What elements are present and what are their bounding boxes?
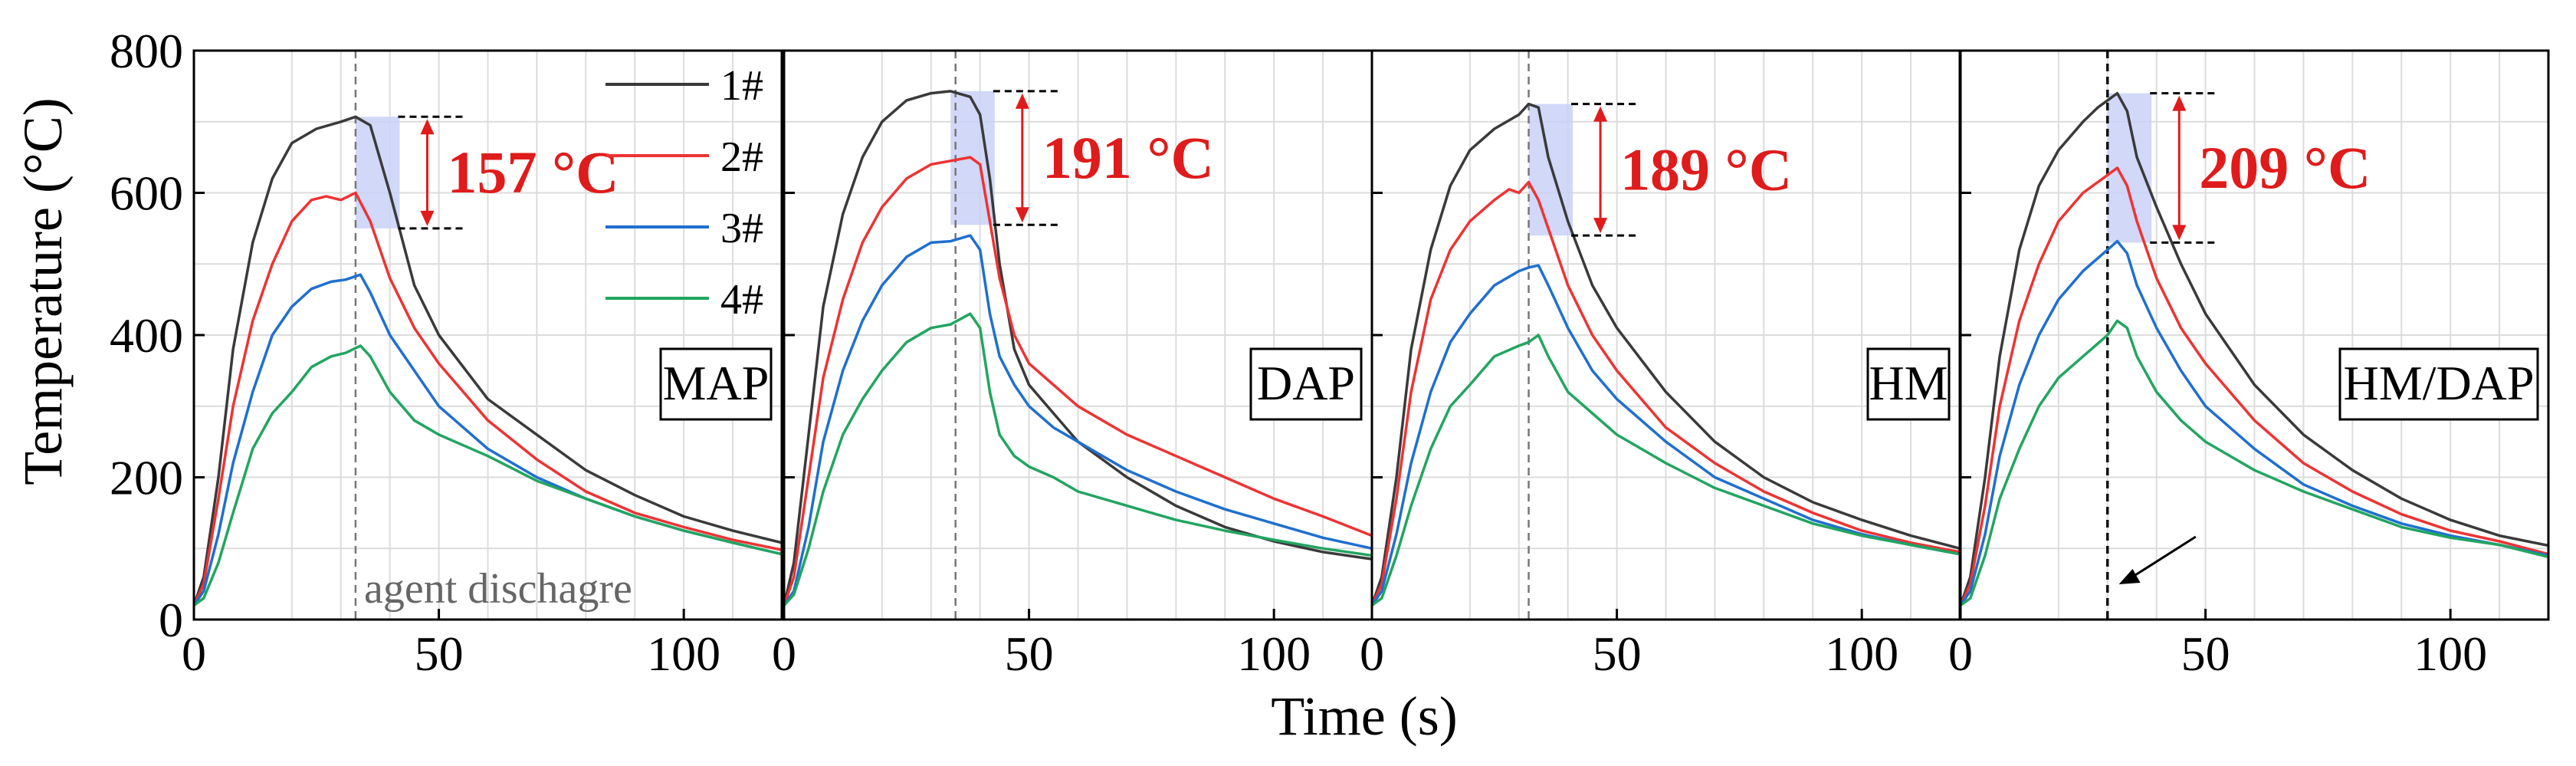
panel-title: HM bbox=[1869, 356, 1948, 410]
temperature-drop-shade bbox=[2107, 93, 2152, 243]
series-line-3# bbox=[783, 234, 1373, 607]
y-tick-label: 400 bbox=[110, 308, 183, 363]
delta-arrow-head bbox=[2172, 95, 2187, 241]
x-tick-label: 0 bbox=[1360, 626, 1384, 681]
panel-title-box bbox=[1866, 347, 1951, 421]
panel-title-box bbox=[659, 347, 773, 421]
series-line-2# bbox=[783, 156, 1373, 607]
y-axis-label: Temperature (°C) bbox=[12, 97, 74, 485]
delta-label: 191 °C bbox=[1042, 124, 1214, 191]
series-line-1# bbox=[192, 115, 783, 607]
legend: 1# 2# 3# 4# bbox=[605, 62, 763, 324]
panel-1: 0 50 100 0 200 400 600 800 157 °C MAP bbox=[110, 24, 783, 681]
panel-title: MAP bbox=[663, 356, 770, 410]
x-tick-label: 50 bbox=[1005, 626, 1054, 681]
series-line-4# bbox=[1370, 334, 1961, 607]
x-tick-label: 100 bbox=[647, 626, 720, 681]
delta-arrow-head bbox=[1593, 106, 1608, 234]
legend-label: 4# bbox=[720, 276, 763, 324]
series-line-3# bbox=[1959, 239, 2549, 607]
delta-label: 209 °C bbox=[2199, 134, 2371, 201]
series-line-2# bbox=[1370, 180, 1961, 607]
series-line-1# bbox=[1370, 102, 1961, 607]
legend-label: 3# bbox=[720, 205, 763, 252]
series-line-2# bbox=[192, 191, 783, 607]
y-tick-label: 800 bbox=[110, 24, 183, 78]
series-line-4# bbox=[1959, 319, 2549, 607]
x-axis-label: Time (s) bbox=[1271, 685, 1457, 747]
series-line-2# bbox=[1959, 166, 2549, 607]
y-tick-label: 0 bbox=[159, 593, 183, 647]
x-tick-label: 50 bbox=[415, 626, 464, 681]
series-line-3# bbox=[1370, 264, 1961, 607]
y-tick-label: 600 bbox=[110, 166, 183, 221]
x-tick-label: 0 bbox=[772, 626, 796, 681]
legend-label: 2# bbox=[720, 133, 763, 181]
pointer-arrow-head bbox=[2118, 569, 2141, 584]
x-tick-label: 0 bbox=[182, 626, 206, 681]
pointer-arrow bbox=[2127, 535, 2197, 581]
series-line-4# bbox=[783, 312, 1373, 607]
series-line-1# bbox=[783, 90, 1373, 606]
temperature-drop-shade bbox=[355, 117, 400, 228]
x-tick-label: 50 bbox=[1593, 626, 1642, 681]
series-line-1# bbox=[1959, 91, 2549, 607]
series-line-4# bbox=[192, 344, 783, 607]
x-tick-label: 100 bbox=[2414, 626, 2487, 681]
discharge-annotation: agent dischagre bbox=[364, 565, 632, 613]
panel-title: HM/DAP bbox=[2344, 356, 2535, 410]
x-tick-label: 0 bbox=[1948, 626, 1973, 681]
delta-label: 189 °C bbox=[1620, 136, 1792, 202]
panel-title-box bbox=[1249, 347, 1363, 421]
delta-arrow-head bbox=[1015, 93, 1029, 223]
panel-4: 0 50 100 209 °C HM/DAP bbox=[1948, 49, 2550, 681]
panel-3: 0 50 100 189 °C HM bbox=[1360, 49, 1961, 681]
x-tick-label: 50 bbox=[2181, 626, 2230, 681]
panel-title: DAP bbox=[1257, 356, 1355, 410]
delta-label: 157 °C bbox=[447, 139, 619, 205]
x-tick-label: 100 bbox=[1237, 626, 1311, 681]
legend-label: 1# bbox=[720, 62, 763, 110]
x-tick-label: 100 bbox=[1825, 626, 1898, 681]
y-tick-label: 200 bbox=[110, 451, 183, 505]
panel-title-box bbox=[2338, 347, 2539, 421]
panel-2: 0 50 100 191 °C DAP bbox=[772, 49, 1373, 681]
